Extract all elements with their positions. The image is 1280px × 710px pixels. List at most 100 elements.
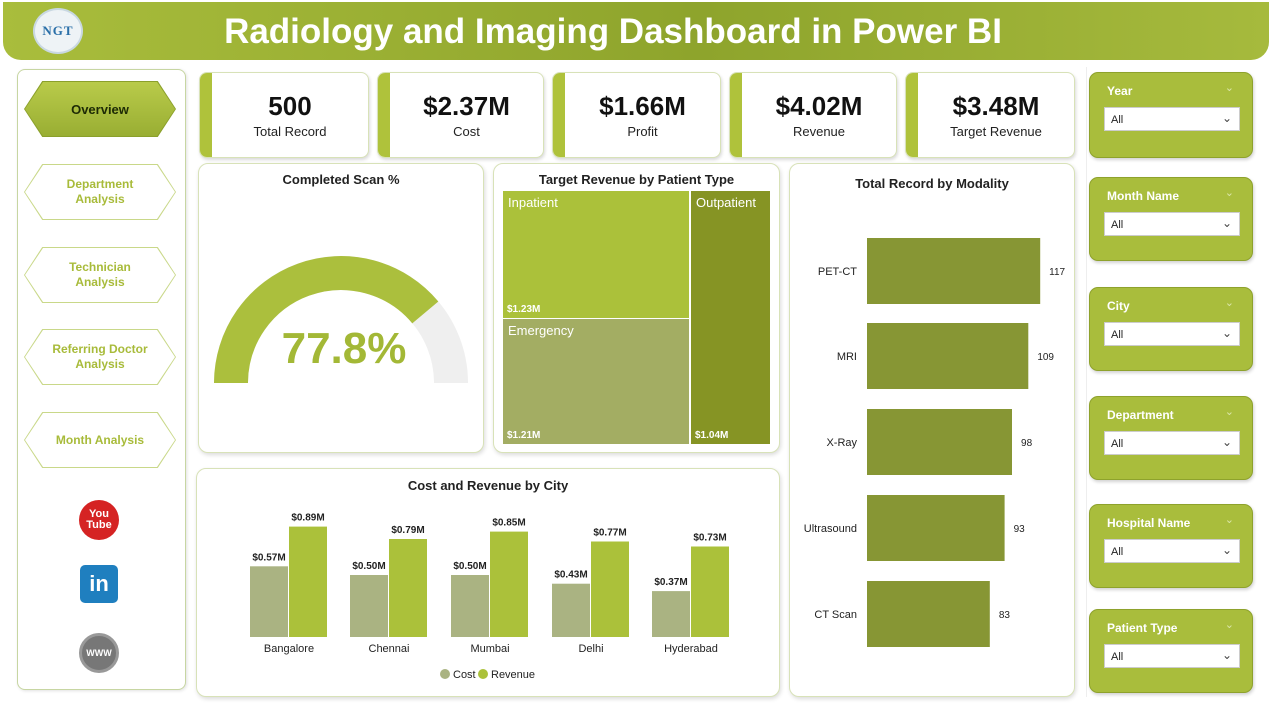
gauge-title: Completed Scan % <box>282 172 400 187</box>
modality-bar[interactable] <box>867 581 990 647</box>
city-bar-revenue[interactable] <box>691 546 729 638</box>
city-bar-cost[interactable] <box>552 583 590 637</box>
chevron-down-icon[interactable]: ⌄ <box>1224 619 1234 631</box>
slicer-city-label: City <box>1107 299 1130 313</box>
nav-referring-doctor-analysis-button[interactable]: Referring Doctor Analysis <box>24 329 176 385</box>
modality-value-label: 109 <box>1037 352 1054 363</box>
slicer-department-dropdown[interactable]: All ⌄ <box>1104 431 1240 455</box>
slicer-year-dropdown[interactable]: All ⌄ <box>1104 107 1240 131</box>
nav-overview-button[interactable]: Overview <box>24 81 176 137</box>
city-bar-revenue[interactable] <box>389 539 427 637</box>
kpi-accent-bar <box>200 73 212 157</box>
city-category-label: Chennai <box>369 643 410 655</box>
kpi-cost-label: Cost <box>453 124 480 139</box>
slicer-patient-type-dropdown[interactable]: All ⌄ <box>1104 644 1240 668</box>
target-revenue-treemap-card: Target Revenue by Patient Type Inpatient… <box>493 163 780 453</box>
youtube-icon[interactable]: You Tube <box>79 500 119 540</box>
kpi-target-revenue-label: Target Revenue <box>950 124 1042 139</box>
city-bar-cost[interactable] <box>350 575 388 637</box>
modality-category-label: Ultrasound <box>804 523 857 535</box>
nav-department-analysis-button[interactable]: Department Analysis <box>24 164 176 220</box>
nav-month-analysis-button[interactable]: Month Analysis <box>24 412 176 468</box>
city-category-label: Hyderabad <box>664 643 718 655</box>
chevron-down-icon: ⌄ <box>1221 326 1232 340</box>
city-bar-data-label: $0.37M <box>654 577 687 588</box>
modality-bar-chart: PET-CT 117 MRI 109 X-Ray 98 Ultrasound 93 CT Sca… <box>804 238 1066 647</box>
slicer-patient-type: Patient Type ⌄ All ⌄ <box>1089 609 1253 693</box>
dashboard-header: NGT Radiology and Imaging Dashboard in P… <box>3 2 1269 60</box>
nav-referring-doctor-analysis-label: Referring Doctor Analysis <box>25 330 175 384</box>
linkedin-icon[interactable]: in <box>80 565 118 603</box>
city-bar-revenue[interactable] <box>289 526 327 637</box>
nav-technician-analysis-button[interactable]: Technician Analysis <box>24 247 176 303</box>
city-bar-cost[interactable] <box>652 591 690 637</box>
slicer-department-value: All <box>1111 438 1124 450</box>
city-bar-data-label: $0.77M <box>593 528 626 539</box>
chevron-down-icon[interactable]: ⌄ <box>1224 406 1234 418</box>
modality-bar[interactable] <box>867 323 1029 389</box>
legend-marker-revenue <box>478 669 488 679</box>
kpi-profit-value: $1.66M <box>599 91 686 121</box>
city-bar-cost[interactable] <box>250 566 288 637</box>
slicer-year-label: Year <box>1107 84 1133 98</box>
chevron-down-icon[interactable]: ⌄ <box>1224 297 1234 309</box>
slicer-patient-type-label: Patient Type <box>1107 621 1178 635</box>
city-bar-revenue[interactable] <box>490 531 528 637</box>
treemap-tile-inpatient[interactable]: Inpatient $1.23M <box>503 191 689 318</box>
slicer-month-name: Month Name ⌄ All ⌄ <box>1089 177 1253 261</box>
gauge-svg <box>214 256 468 384</box>
chevron-down-icon[interactable]: ⌄ <box>1224 82 1234 94</box>
chevron-down-icon: ⌄ <box>1221 216 1232 230</box>
slicer-month-name-dropdown[interactable]: All ⌄ <box>1104 212 1240 236</box>
legend-label-revenue: Revenue <box>491 669 535 681</box>
kpi-accent-bar <box>378 73 390 157</box>
modality-category-label: CT Scan <box>814 609 857 621</box>
city-bar-cost[interactable] <box>451 575 489 637</box>
page-title: Radiology and Imaging Dashboard in Power… <box>224 12 1002 51</box>
slicer-hospital-name-label: Hospital Name <box>1107 516 1191 530</box>
chevron-down-icon: ⌄ <box>1221 435 1232 449</box>
treemap-tile-inpatient-label: Inpatient <box>508 195 558 210</box>
chevron-down-icon: ⌄ <box>1221 111 1232 125</box>
city-chart-title: Cost and Revenue by City <box>407 478 569 493</box>
treemap-tile-emergency-label: Emergency <box>508 323 574 338</box>
city-bar-data-label: $0.73M <box>693 533 726 544</box>
city-category-label: Bangalore <box>264 643 314 655</box>
navigation-panel: Overview Department Analysis Technician … <box>17 69 186 690</box>
kpi-total-record-value: 500 <box>268 91 312 121</box>
modality-category-label: PET-CT <box>818 266 857 278</box>
slicer-month-name-label: Month Name <box>1107 189 1179 203</box>
kpi-cost-value: $2.37M <box>423 91 510 121</box>
city-bar-data-label: $0.43M <box>554 570 587 581</box>
modality-value-label: 83 <box>999 610 1011 621</box>
modality-bar[interactable] <box>867 238 1041 304</box>
nav-overview-label: Overview <box>25 82 175 136</box>
nav-month-analysis-label: Month Analysis <box>25 413 175 467</box>
city-bar-revenue[interactable] <box>591 541 629 638</box>
slicer-year: Year ⌄ All ⌄ <box>1089 72 1253 158</box>
city-bar-data-label: $0.50M <box>453 561 486 572</box>
gauge-fill <box>214 256 439 384</box>
slicer-city-dropdown[interactable]: All ⌄ <box>1104 322 1240 346</box>
modality-bar[interactable] <box>867 495 1005 561</box>
modality-bar[interactable] <box>867 409 1012 475</box>
modality-value-label: 117 <box>1049 267 1065 278</box>
treemap-tile-outpatient-label: Outpatient <box>696 195 756 210</box>
treemap-tile-outpatient[interactable]: Outpatient $1.04M <box>691 191 770 444</box>
slicer-city: City ⌄ All ⌄ <box>1089 287 1253 371</box>
treemap-tile-emergency-amount: $1.21M <box>507 430 541 441</box>
city-bar-data-label: $0.50M <box>352 561 385 572</box>
chevron-down-icon[interactable]: ⌄ <box>1224 187 1234 199</box>
city-bar-data-label: $0.89M <box>291 513 324 524</box>
globe-icon[interactable]: WWW <box>79 633 119 673</box>
modality-chart-title: Total Record by Modality <box>855 176 1009 191</box>
gauge-value: 77.8% <box>281 324 407 373</box>
treemap-tile-emergency[interactable]: Emergency $1.21M <box>503 319 689 444</box>
company-logo: NGT <box>33 8 83 54</box>
globe-icon-text: WWW <box>86 648 112 658</box>
slicer-hospital-name-dropdown[interactable]: All ⌄ <box>1104 539 1240 563</box>
nav-department-analysis-label: Department Analysis <box>25 165 175 219</box>
modality-value-label: 93 <box>1014 524 1026 535</box>
chevron-down-icon[interactable]: ⌄ <box>1224 514 1234 526</box>
kpi-revenue-label: Revenue <box>792 124 846 139</box>
